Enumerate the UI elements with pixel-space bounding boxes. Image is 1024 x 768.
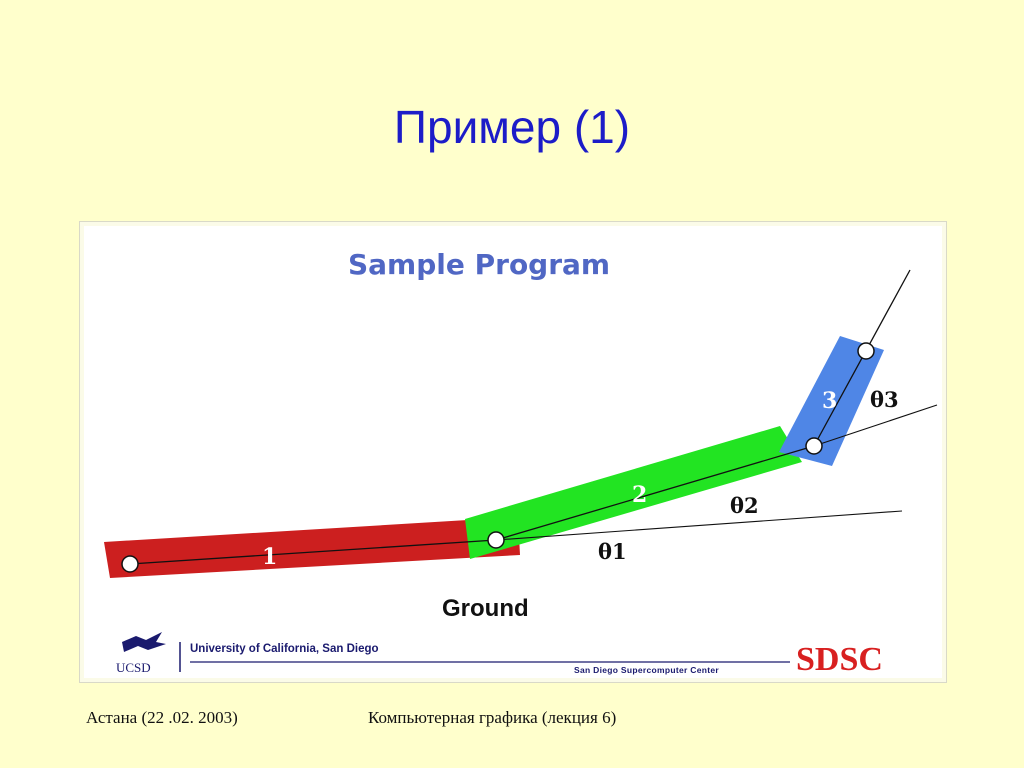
theta2-label: θ2 — [730, 493, 759, 518]
segment-1-label: 1 — [262, 544, 277, 570]
footer-right: Компьютерная графика (лекция 6) — [368, 708, 617, 727]
sdsc-logo: SDSC — [796, 641, 883, 678]
sdsc-subtitle: San Diego Supercomputer Center — [574, 665, 719, 675]
segment-2-bar — [465, 426, 802, 559]
footer-left: Астана (22 .02. 2003) — [86, 708, 238, 727]
ucsd-bird-icon — [122, 632, 166, 652]
segment-1-bar — [104, 517, 520, 578]
segment-3-bar — [779, 336, 884, 466]
joint-2 — [805, 437, 823, 455]
robot-arm-diagram: Sample Program 1 2 3 θ1 θ2 θ3 Ground UCS… — [104, 248, 938, 678]
segment-3-label: 3 — [822, 388, 837, 414]
theta1-reference-line — [495, 510, 903, 541]
figure-title: Sample Program — [348, 248, 610, 281]
theta3-label: θ3 — [870, 387, 899, 412]
segment-1-axis — [129, 539, 497, 565]
robot-arm-figure: Sample Program 1 2 3 θ1 θ2 θ3 Ground UCS… — [79, 221, 947, 683]
joint-1 — [487, 531, 505, 549]
segment-2-label: 2 — [632, 482, 647, 508]
ucsd-mark: UCSD — [116, 660, 151, 675]
base-joint — [121, 555, 139, 573]
slide-title: Пример (1) — [393, 101, 631, 153]
ucsd-logo: UCSD — [116, 632, 166, 675]
theta2-reference-line — [813, 404, 938, 447]
segment-2-axis — [495, 445, 815, 541]
theta1-label: θ1 — [598, 539, 627, 564]
end-effector-joint — [857, 342, 875, 360]
ground-label: Ground — [442, 595, 529, 622]
ucsd-text: University of California, San Diego — [190, 643, 379, 655]
